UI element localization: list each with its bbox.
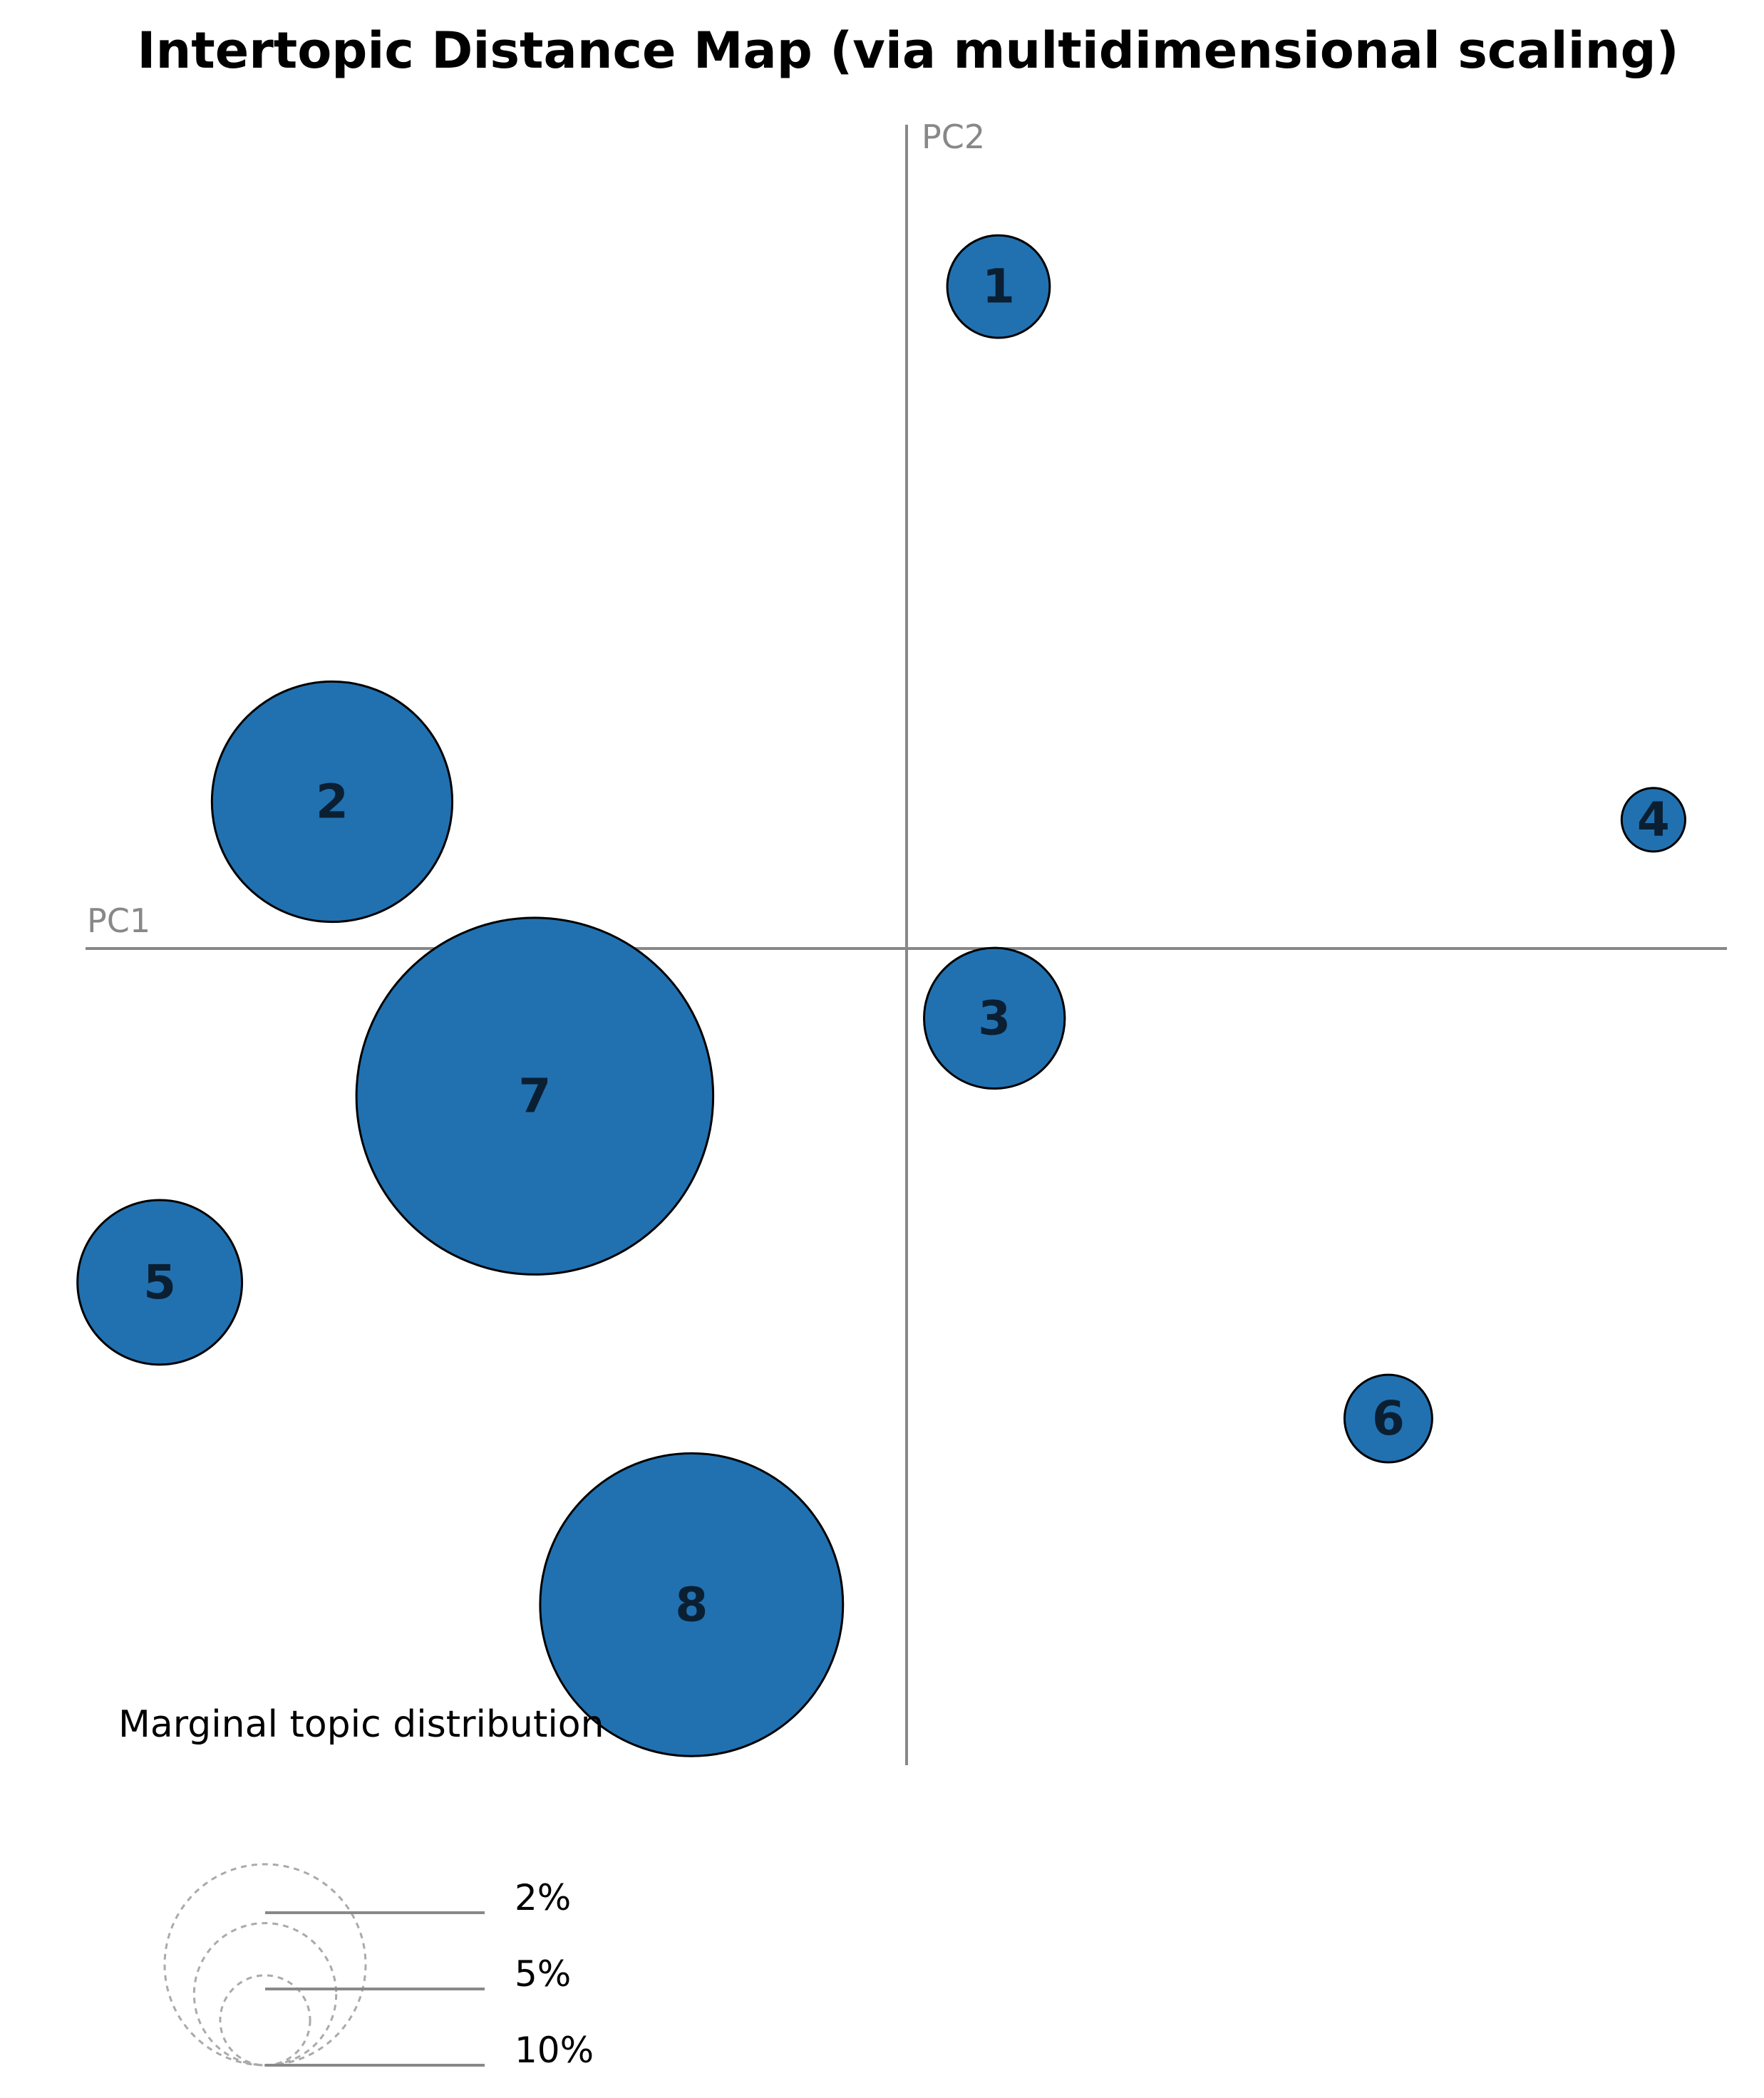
topic-circle[interactable] bbox=[355, 916, 715, 1276]
y-axis-label: PC2 bbox=[922, 118, 985, 156]
topic-bubble[interactable]: 3 bbox=[923, 946, 1066, 1090]
topic-bubble[interactable]: 8 bbox=[539, 1452, 845, 1757]
topic-label: 8 bbox=[675, 1577, 708, 1632]
legend-label: 2% bbox=[515, 1877, 571, 1918]
topic-label: 3 bbox=[978, 991, 1011, 1045]
legend-circle bbox=[192, 1922, 338, 2067]
chart-title: Intertopic Distance Map (via multidimens… bbox=[137, 21, 1678, 80]
legend-title: Marginal topic distribution bbox=[118, 1703, 604, 1746]
legend-label: 10% bbox=[515, 2030, 594, 2071]
legend-circle bbox=[163, 1863, 367, 2067]
topic-bubble[interactable]: 5 bbox=[76, 1199, 244, 1366]
x-axis-label: PC1 bbox=[87, 901, 150, 940]
legend-circle bbox=[219, 1974, 311, 2067]
topic-label: 6 bbox=[1372, 1391, 1405, 1446]
legend-items: 2% 5% 10% bbox=[163, 1863, 594, 2071]
topic-label: 2 bbox=[316, 774, 349, 829]
topic-bubble[interactable]: 6 bbox=[1343, 1373, 1433, 1464]
topic-circle[interactable] bbox=[539, 1452, 845, 1757]
topic-circle-outline bbox=[211, 681, 453, 923]
topic-circle[interactable] bbox=[946, 234, 1051, 339]
topic-circle[interactable] bbox=[923, 946, 1066, 1090]
legend-label: 5% bbox=[515, 1953, 571, 1995]
topic-bubble[interactable]: 2 bbox=[210, 680, 454, 924]
topic-circle[interactable] bbox=[76, 1199, 244, 1366]
size-legend: Marginal topic distribution 2% 5% 10% bbox=[118, 1703, 604, 2071]
topic-bubble[interactable]: 4 bbox=[1620, 787, 1686, 853]
topic-bubble[interactable]: 7 bbox=[355, 916, 715, 1276]
topic-label: 1 bbox=[982, 259, 1015, 314]
topic-label: 7 bbox=[518, 1069, 551, 1124]
topic-label: 4 bbox=[1637, 792, 1670, 847]
axes: PC1 PC2 bbox=[86, 118, 1727, 1765]
topic-circle[interactable] bbox=[1620, 787, 1686, 853]
topic-label: 5 bbox=[143, 1255, 176, 1310]
topic-bubble[interactable]: 1 bbox=[946, 234, 1051, 339]
topic-bubbles: 1 2 3 4 5 6 7 8 bbox=[76, 234, 1686, 1757]
topic-circle[interactable] bbox=[1343, 1373, 1433, 1464]
